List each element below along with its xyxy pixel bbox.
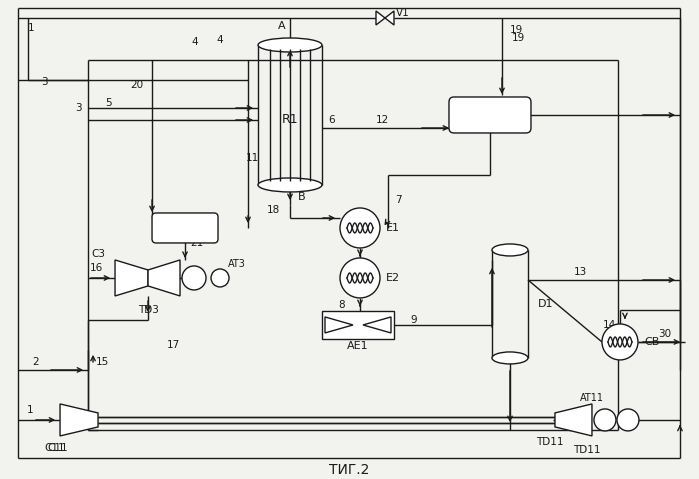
Text: 16: 16 — [89, 263, 103, 273]
Circle shape — [617, 409, 639, 431]
Text: E1: E1 — [386, 223, 400, 233]
Text: C3: C3 — [91, 249, 105, 259]
Circle shape — [594, 409, 616, 431]
Text: C11: C11 — [45, 443, 65, 453]
Text: 13: 13 — [573, 267, 586, 277]
Text: ~: ~ — [600, 413, 610, 426]
FancyBboxPatch shape — [152, 213, 218, 243]
Text: ~: ~ — [600, 415, 610, 425]
Ellipse shape — [492, 352, 528, 364]
Polygon shape — [555, 404, 592, 436]
Circle shape — [602, 324, 638, 360]
Text: D1: D1 — [538, 299, 554, 309]
Text: 15: 15 — [96, 357, 109, 367]
Text: 5: 5 — [105, 98, 111, 108]
Polygon shape — [60, 404, 98, 436]
Text: 21: 21 — [190, 238, 203, 248]
Text: R1: R1 — [282, 114, 298, 126]
Text: TD11: TD11 — [573, 445, 600, 455]
Circle shape — [340, 258, 380, 298]
Ellipse shape — [258, 38, 322, 52]
Text: TD11: TD11 — [536, 437, 563, 447]
Text: E2: E2 — [386, 273, 400, 283]
Text: 14: 14 — [603, 320, 616, 330]
Text: 4: 4 — [192, 37, 199, 47]
Text: 6: 6 — [329, 115, 336, 125]
Text: V1: V1 — [396, 8, 410, 18]
Text: 1: 1 — [28, 23, 35, 33]
Text: ~: ~ — [624, 415, 633, 425]
Text: CC1: CC1 — [477, 108, 503, 122]
Text: 12: 12 — [375, 115, 389, 125]
Text: 4: 4 — [217, 35, 224, 45]
Text: B: B — [298, 192, 305, 202]
Text: 19: 19 — [512, 33, 525, 43]
Text: CC2: CC2 — [173, 221, 198, 234]
Text: 8: 8 — [338, 300, 345, 310]
Text: 3: 3 — [41, 77, 48, 87]
Text: ΤИГ.2: ΤИГ.2 — [329, 463, 369, 477]
Text: AE1: AE1 — [347, 341, 369, 351]
Text: 18: 18 — [267, 205, 280, 215]
Text: 3: 3 — [75, 103, 81, 113]
Text: AT11: AT11 — [580, 393, 604, 403]
Ellipse shape — [258, 178, 322, 192]
Text: CB: CB — [644, 337, 659, 347]
Text: 20: 20 — [130, 80, 143, 90]
Text: TD3: TD3 — [138, 305, 159, 315]
Text: 7: 7 — [395, 195, 402, 205]
Text: AT3: AT3 — [228, 259, 246, 269]
Text: ~: ~ — [189, 272, 199, 285]
Bar — [322, 311, 394, 339]
Circle shape — [182, 266, 206, 290]
Text: 19: 19 — [510, 25, 524, 35]
Text: 17: 17 — [166, 340, 180, 350]
Polygon shape — [148, 260, 180, 296]
Circle shape — [211, 269, 229, 287]
Text: 9: 9 — [411, 315, 417, 325]
Text: A: A — [278, 21, 286, 31]
Text: C11: C11 — [48, 443, 69, 453]
Text: 2: 2 — [33, 357, 39, 367]
Text: 1: 1 — [27, 405, 34, 415]
Polygon shape — [376, 11, 394, 25]
FancyBboxPatch shape — [449, 97, 531, 133]
Text: ~: ~ — [216, 273, 224, 283]
Polygon shape — [115, 260, 148, 296]
Text: 30: 30 — [658, 329, 672, 339]
Ellipse shape — [492, 244, 528, 256]
Text: 11: 11 — [245, 153, 259, 163]
Circle shape — [340, 208, 380, 248]
